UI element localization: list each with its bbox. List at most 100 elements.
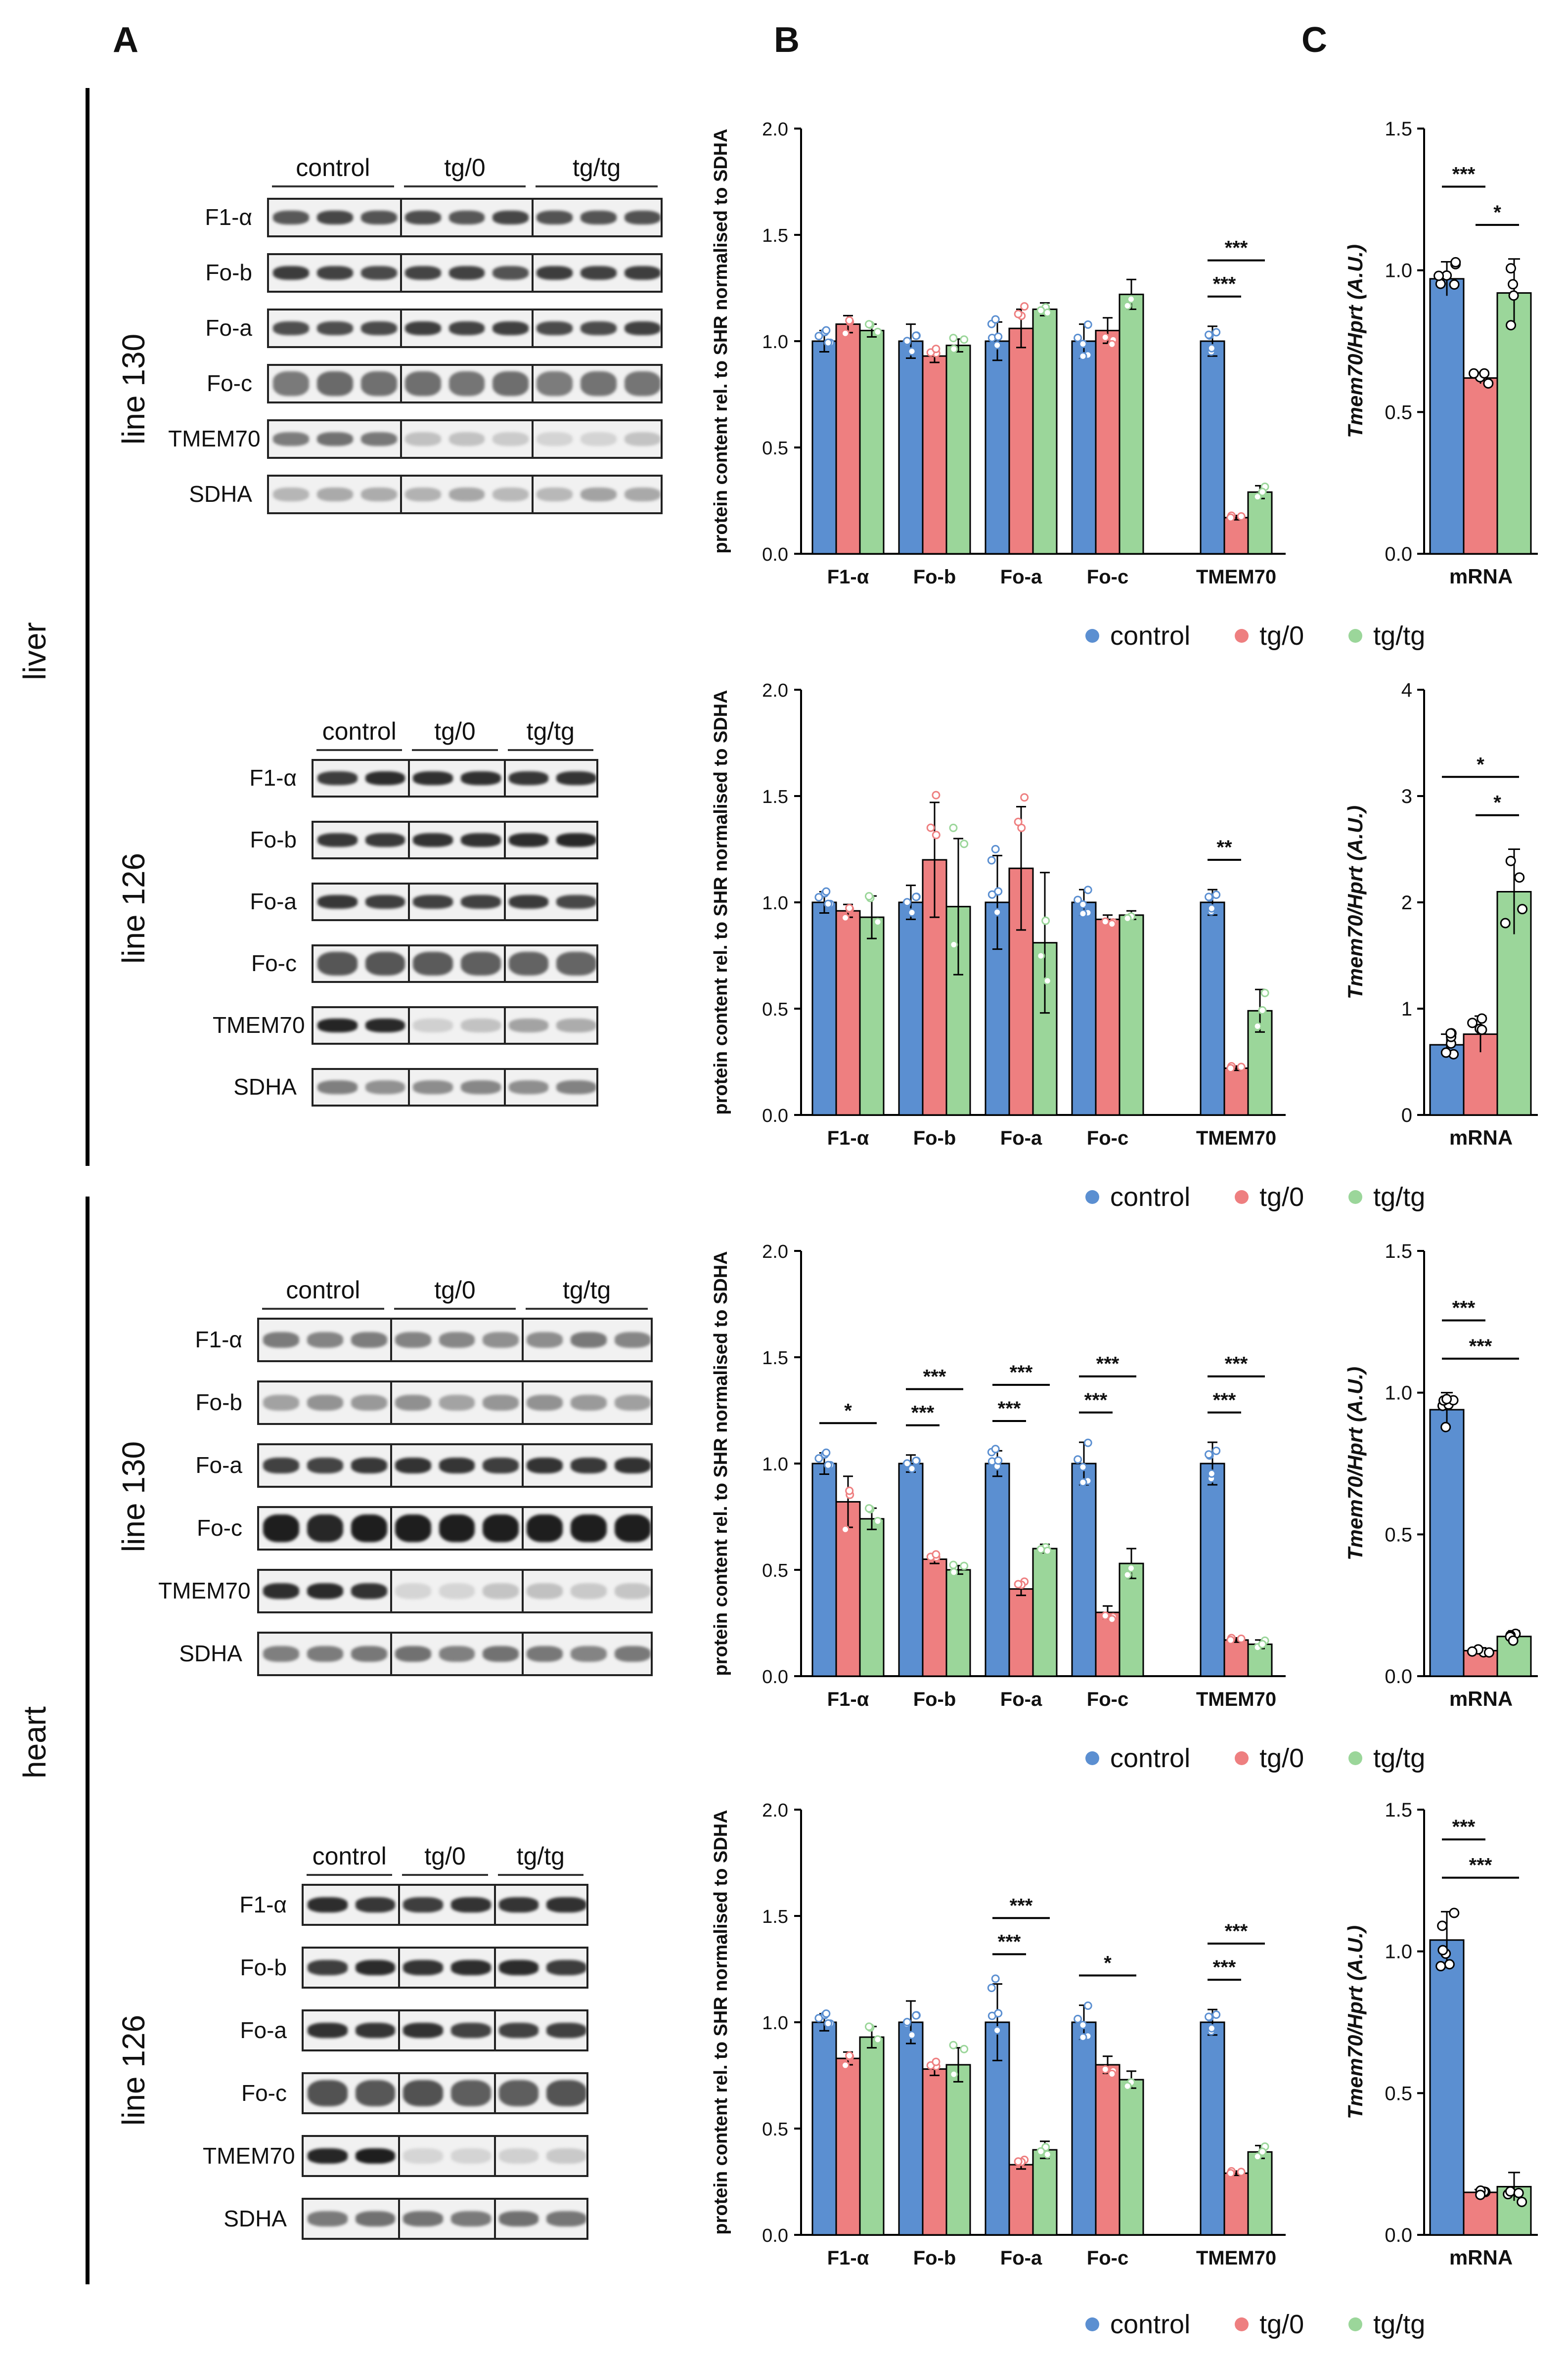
bar [898, 901, 924, 1116]
blot-band [615, 1514, 651, 1542]
bar [859, 1518, 885, 1677]
blot-band [316, 321, 353, 336]
data-point [1467, 1646, 1478, 1657]
panel-b-label: B [774, 20, 800, 60]
blot-band [493, 266, 529, 280]
data-point [814, 332, 823, 341]
blot-lane-divider [390, 1320, 392, 1360]
blot-band [365, 951, 405, 976]
significance-label: ** [1216, 837, 1232, 858]
legend-label: tg/0 [1259, 1743, 1304, 1773]
blot-lane-divider [408, 946, 410, 981]
blot-band [451, 2211, 491, 2226]
blot-strip [302, 2009, 588, 2051]
data-point [1468, 368, 1479, 379]
blot-lane-divider [408, 885, 410, 919]
blot-lane-divider [503, 1070, 506, 1105]
data-point [1508, 1635, 1519, 1646]
blot-row-label: SDHA [224, 2205, 287, 2231]
legend: control tg/0 tg/tg [1085, 1182, 1425, 1212]
blot-group-underline [403, 185, 526, 187]
blot-band [556, 894, 596, 909]
blot-band [527, 1457, 563, 1474]
blot-band [461, 833, 501, 847]
blot-lane-divider [503, 761, 506, 796]
data-point [903, 337, 912, 346]
data-point [1078, 909, 1087, 918]
x-tick-label: Fo-a [1000, 1689, 1042, 1710]
y-tick-label: 2 [1401, 892, 1412, 914]
data-point [1506, 320, 1517, 331]
data-point [960, 1561, 969, 1570]
y-tick-label: 0.0 [762, 1106, 788, 1126]
blot-band [395, 1583, 431, 1600]
significance-label: * [1104, 1952, 1112, 1974]
bar [1095, 330, 1120, 555]
blot-band [413, 1018, 453, 1033]
blot-group-underline [262, 1308, 384, 1310]
blot-band [508, 833, 549, 847]
blot-band [448, 210, 485, 225]
y-tick-label: 1.5 [1385, 1799, 1412, 1821]
data-point [1020, 793, 1029, 802]
blot-row-label: Fo-b [195, 1389, 242, 1415]
blot-lane-divider [522, 1445, 524, 1486]
legend: control tg/0 tg/tg [1085, 1743, 1425, 1774]
blot-band [625, 487, 661, 502]
significance-label: *** [1213, 273, 1236, 295]
data-point [1207, 904, 1216, 913]
data-point [1253, 492, 1262, 501]
legend-item-tgtg: tg/tg [1348, 2309, 1425, 2340]
blot-lane-divider [408, 1070, 410, 1105]
data-point [926, 823, 935, 832]
blot-strip [267, 309, 663, 348]
blot-row-label: TMEM70 [168, 426, 261, 451]
blot-band [527, 1332, 563, 1348]
blot-band [365, 1018, 405, 1033]
y-axis-label: Tmem70/Hprt (A.U.) [1344, 244, 1367, 438]
blot-band [355, 2148, 396, 2164]
blot-band [351, 1645, 387, 1662]
data-point [1205, 1450, 1213, 1459]
x-tick-label: Fo-a [1000, 2247, 1042, 2269]
blot-band [413, 894, 453, 909]
data-point [1036, 951, 1045, 960]
blot-band [571, 1645, 607, 1662]
x-axis-label: mRNA [1449, 2246, 1513, 2269]
data-point [1108, 920, 1117, 929]
blot-band [451, 1897, 491, 1912]
significance-label: *** [911, 1402, 935, 1424]
blot-lane-divider [398, 2011, 401, 2049]
bar [898, 2021, 924, 2236]
blot-group-underline [497, 1874, 583, 1876]
data-point [987, 1983, 996, 1992]
data-point [932, 791, 941, 800]
significance-label: *** [1452, 1297, 1476, 1319]
bar [985, 340, 1010, 555]
blot-row-label: Fo-a [240, 2017, 287, 2043]
blot-band [508, 894, 549, 909]
data-point [1479, 368, 1490, 379]
blot-band [365, 771, 405, 786]
panel-a-label: A [113, 20, 138, 60]
blot-lane-divider [493, 2200, 496, 2238]
blot-band [308, 2023, 348, 2038]
blot-band [615, 1457, 651, 1474]
significance-label: * [844, 1400, 852, 1422]
data-point [1260, 988, 1269, 997]
bar [1071, 1463, 1097, 1677]
data-point [1014, 817, 1023, 826]
bar [1095, 918, 1120, 1116]
blot-band [316, 432, 353, 446]
y-tick-label: 0.0 [762, 1667, 788, 1688]
significance-label: *** [1213, 1956, 1236, 1978]
data-point [841, 1525, 850, 1534]
data-point [845, 904, 854, 913]
blot-strip [257, 1506, 653, 1551]
blot-lane-divider [400, 477, 402, 512]
blot-band [461, 1018, 501, 1033]
y-tick-label: 1.5 [1385, 118, 1412, 140]
blot-row-label: Fo-c [197, 1515, 242, 1541]
legend-item-tgtg: tg/tg [1348, 1743, 1425, 1774]
heart-bracket [86, 1197, 90, 2284]
